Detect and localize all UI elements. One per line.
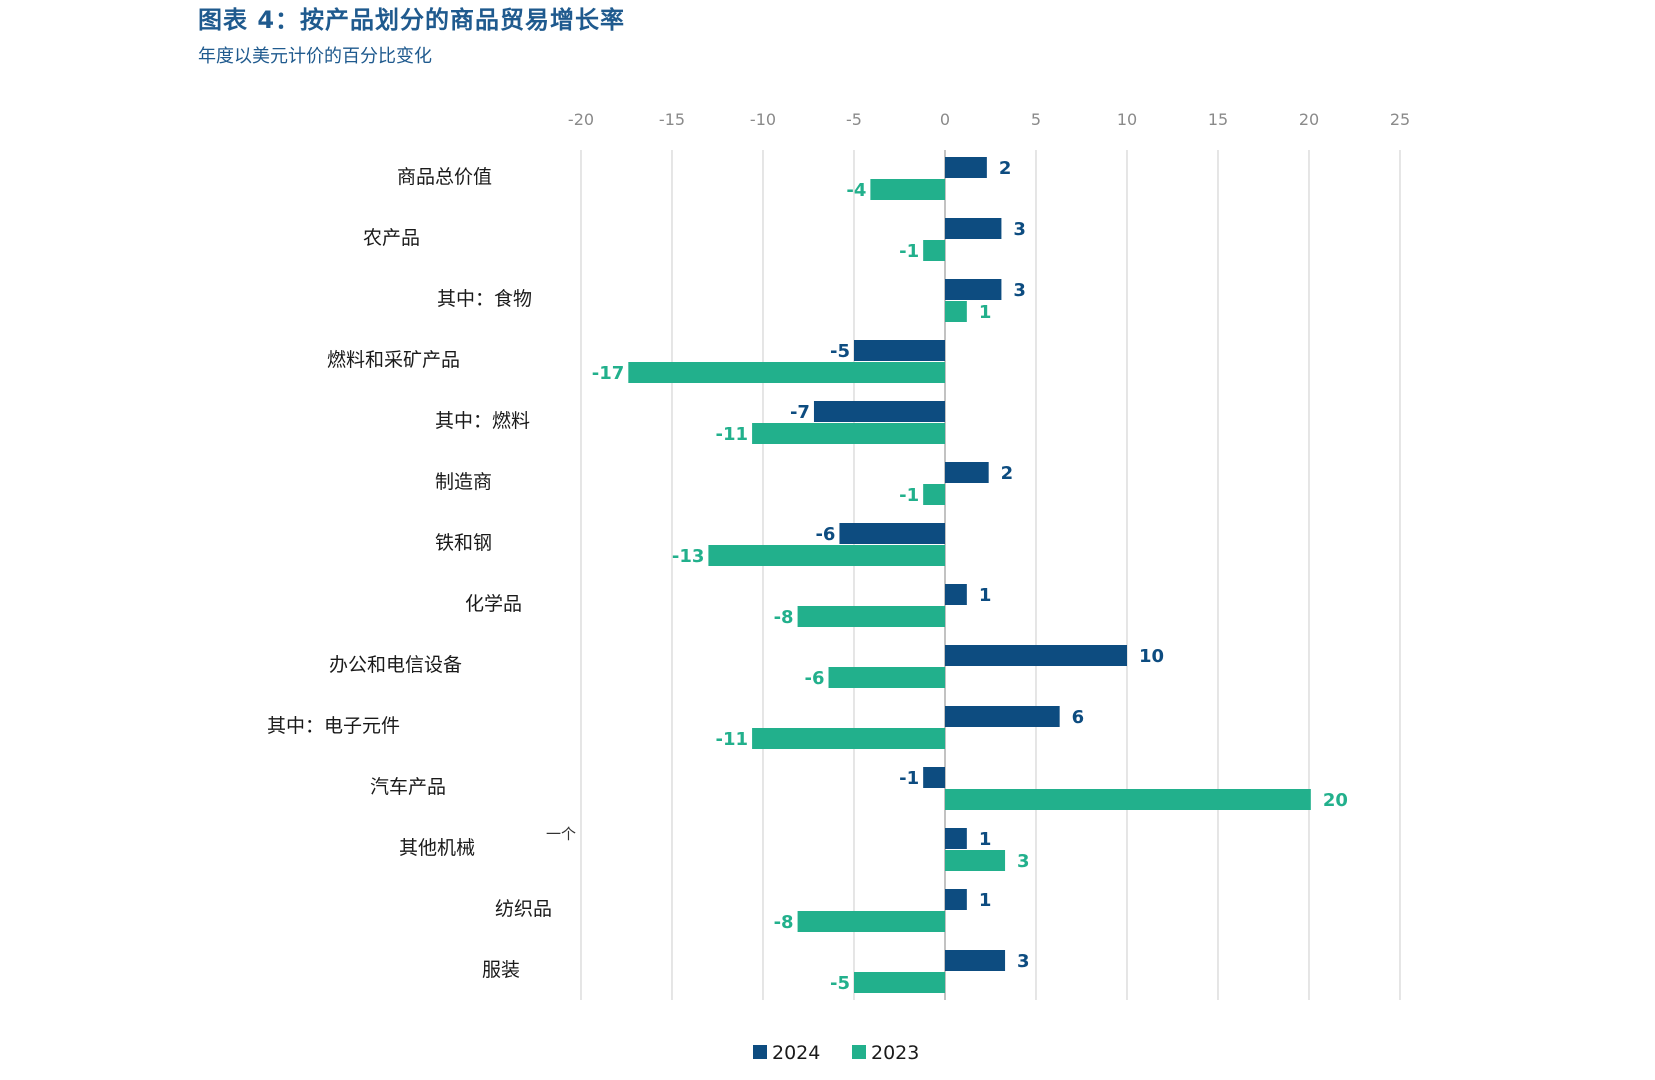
data-label-2024: 6 bbox=[1072, 707, 1085, 728]
bar-2023 bbox=[923, 484, 945, 505]
bar-2023 bbox=[752, 728, 945, 749]
bar-2024 bbox=[945, 950, 1006, 971]
bar-2023 bbox=[923, 240, 945, 261]
category-label: 商品总价值 bbox=[397, 166, 492, 188]
bar-2024 bbox=[945, 462, 989, 483]
bar-2023 bbox=[945, 850, 1006, 871]
annotation-text: 一个 bbox=[546, 825, 576, 843]
data-label-2024: 10 bbox=[1139, 646, 1164, 667]
bar-2024 bbox=[945, 584, 967, 605]
bar-2024 bbox=[854, 340, 945, 361]
bar-2023 bbox=[870, 179, 945, 200]
bar-2024 bbox=[839, 523, 945, 544]
bar-2023 bbox=[854, 972, 945, 993]
category-labels: 商品总价值农产品其中：食物燃料和采矿产品其中：燃料制造商铁和钢化学品办公和电信设… bbox=[267, 166, 552, 981]
category-label: 其他机械 bbox=[399, 837, 475, 859]
data-label-2023: -4 bbox=[846, 180, 866, 201]
data-label-2023: -13 bbox=[672, 546, 705, 567]
bar-2024 bbox=[813, 401, 945, 422]
bar-2024 bbox=[923, 767, 945, 788]
x-tick-label: -20 bbox=[568, 110, 594, 129]
x-tick-label: 25 bbox=[1390, 110, 1410, 129]
data-label-2024: 3 bbox=[1017, 951, 1030, 972]
category-label: 其中：食物 bbox=[437, 288, 532, 310]
chart-subtitle: 年度以美元计价的百分比变化 bbox=[198, 46, 432, 67]
category-label: 纺织品 bbox=[495, 898, 552, 920]
x-tick-label: 10 bbox=[1117, 110, 1137, 129]
category-label: 化学品 bbox=[465, 593, 522, 615]
data-label-2024: 1 bbox=[979, 829, 992, 850]
bars bbox=[628, 157, 1311, 993]
bar-2023 bbox=[945, 301, 967, 322]
x-tick-label: 15 bbox=[1208, 110, 1228, 129]
data-label-2023: 3 bbox=[1017, 851, 1030, 872]
bar-2023 bbox=[945, 789, 1311, 810]
legend-swatch-2023 bbox=[852, 1045, 866, 1059]
data-label-2023: -11 bbox=[716, 729, 749, 750]
bar-2023 bbox=[752, 423, 945, 444]
data-label-2023: -11 bbox=[716, 424, 749, 445]
x-tick-label: 20 bbox=[1299, 110, 1319, 129]
data-label-2024: 2 bbox=[999, 158, 1012, 179]
data-labels: 2-43-131-5-17-7-112-1-6-131-810-66-11-12… bbox=[592, 158, 1348, 994]
data-label-2023: -1 bbox=[899, 241, 919, 262]
bar-2024 bbox=[945, 218, 1002, 239]
data-label-2023: -17 bbox=[592, 363, 625, 384]
data-label-2024: -5 bbox=[830, 341, 850, 362]
category-label: 燃料和采矿产品 bbox=[327, 349, 460, 371]
chart-title: 图表 4：按产品划分的商品贸易增长率 bbox=[198, 6, 626, 34]
data-label-2023: -5 bbox=[830, 973, 850, 994]
category-label: 办公和电信设备 bbox=[329, 654, 462, 676]
bar-2023 bbox=[828, 667, 945, 688]
category-label: 制造商 bbox=[435, 471, 492, 493]
legend-label-2023: 2023 bbox=[871, 1042, 919, 1064]
data-label-2024: 1 bbox=[979, 890, 992, 911]
category-label: 农产品 bbox=[363, 227, 420, 249]
legend-label-2024: 2024 bbox=[772, 1042, 820, 1064]
bar-2024 bbox=[945, 828, 967, 849]
data-label-2023: -1 bbox=[899, 485, 919, 506]
category-label: 服装 bbox=[482, 959, 520, 981]
category-label: 铁和钢 bbox=[435, 532, 492, 554]
x-tick-label: 0 bbox=[940, 110, 950, 129]
bar-2024 bbox=[945, 706, 1060, 727]
legend-swatch-2024 bbox=[753, 1045, 767, 1059]
legend: 2024 2023 bbox=[753, 1042, 919, 1064]
data-label-2023: -8 bbox=[774, 912, 794, 933]
bar-2023 bbox=[797, 606, 945, 627]
x-tick-label: -15 bbox=[659, 110, 685, 129]
bar-2024 bbox=[945, 157, 987, 178]
bar-2023 bbox=[797, 911, 945, 932]
data-label-2024: -1 bbox=[899, 768, 919, 789]
x-tick-label: -5 bbox=[846, 110, 862, 129]
data-label-2024: -6 bbox=[815, 524, 835, 545]
data-label-2023: 20 bbox=[1323, 790, 1348, 811]
bar-2023 bbox=[628, 362, 945, 383]
bar-2024 bbox=[945, 889, 967, 910]
bar-2024 bbox=[945, 645, 1127, 666]
data-label-2023: -8 bbox=[774, 607, 794, 628]
category-label: 其中：燃料 bbox=[435, 410, 530, 432]
x-tick-label: 5 bbox=[1031, 110, 1041, 129]
data-label-2024: 1 bbox=[979, 585, 992, 606]
data-label-2023: 1 bbox=[979, 302, 992, 323]
data-label-2024: -7 bbox=[790, 402, 810, 423]
bar-2023 bbox=[708, 545, 945, 566]
data-label-2024: 3 bbox=[1013, 280, 1026, 301]
x-tick-label: -10 bbox=[750, 110, 776, 129]
x-axis-ticks: -20 -15 -10 -5 0 5 10 15 20 25 bbox=[568, 110, 1410, 129]
bar-2024 bbox=[945, 279, 1002, 300]
category-label: 汽车产品 bbox=[370, 776, 446, 798]
data-label-2023: -6 bbox=[805, 668, 825, 689]
data-label-2024: 2 bbox=[1001, 463, 1014, 484]
grid-lines bbox=[580, 150, 1401, 1000]
data-label-2024: 3 bbox=[1013, 219, 1026, 240]
category-label: 其中：电子元件 bbox=[267, 715, 400, 737]
